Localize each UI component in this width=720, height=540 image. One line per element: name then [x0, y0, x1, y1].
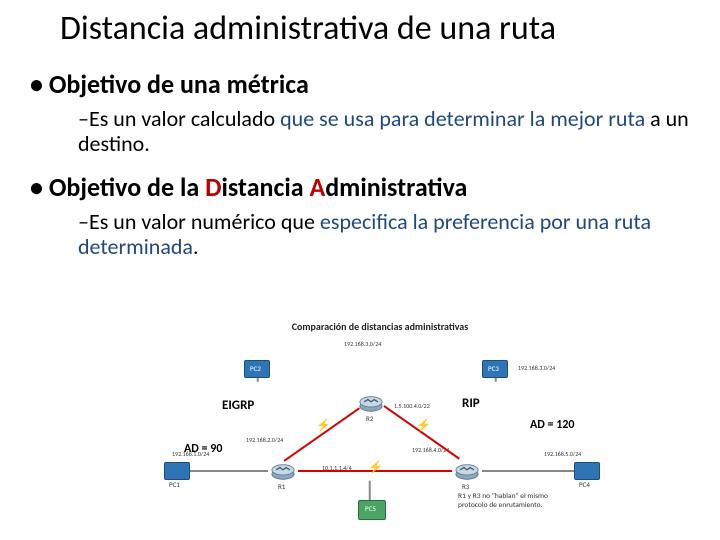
pc1-label: PC1: [169, 480, 180, 489]
r2-label: R2: [366, 414, 373, 423]
text: –Es un valor calculado: [78, 105, 280, 132]
bolt-icon: ⚡: [416, 420, 431, 432]
accent-letter-d: D: [205, 171, 221, 203]
accent-letter-a: A: [309, 171, 325, 203]
pc3-label: PC3: [488, 364, 499, 373]
text: istancia: [221, 171, 309, 203]
label-ad90: AD = 90: [184, 442, 222, 456]
page-title: Distancia administrativa de una ruta: [60, 8, 700, 49]
pc1: [164, 462, 190, 480]
footnote-line1: R1 y R3 no "hablan" el mismo: [458, 492, 548, 501]
r3-label: R3: [462, 482, 469, 491]
router-icon: [269, 457, 297, 481]
ip-top: 192.168.3.0/24: [344, 340, 381, 348]
bullet-metrica-desc: –Es un valor calculado que se usa para d…: [78, 106, 690, 157]
ip-r4-lan: 192.168.3.0/24: [518, 364, 555, 372]
bolt-icon: ⚡: [316, 420, 331, 432]
ip-right-lan: 192.168.5.0/24: [544, 450, 581, 458]
pc5-label: PC5: [365, 504, 376, 513]
pc2-label: PC2: [250, 364, 261, 373]
bullet-distadmin: Objetivo de la Distancia Administrativa: [30, 171, 690, 203]
router-r2: [356, 388, 386, 414]
diagram-title: Comparación de distancias administrativa…: [160, 320, 600, 333]
ip-left-seg: 192.168.2.0/24: [246, 436, 283, 444]
ip-r2-right: 1.5.100.4.0/22: [394, 402, 430, 410]
accent-text: que se usa para determinar la mejor ruta: [280, 105, 645, 132]
r1-label: R1: [278, 482, 285, 491]
pc4-label: PC4: [579, 480, 590, 489]
text: dministrativa: [325, 171, 467, 203]
label-rip: RIP: [462, 396, 480, 411]
link: [188, 470, 268, 472]
bullet-list: Objetivo de una métrica –Es un valor cal…: [30, 64, 690, 259]
router-icon: [357, 389, 385, 413]
router-r1: [268, 456, 298, 482]
text: Objetivo de la: [49, 171, 205, 203]
router-r3: [452, 456, 482, 482]
link-red: [283, 407, 359, 461]
bullet-distadmin-desc: –Es un valor numérico que especifica la …: [78, 209, 690, 260]
text: .: [193, 233, 199, 260]
pc4: [574, 462, 600, 480]
bolt-icon: ⚡: [368, 462, 383, 474]
bullet-metrica: Objetivo de una métrica: [30, 68, 690, 100]
label-eigrp: EIGRP: [222, 398, 254, 413]
link: [482, 470, 574, 472]
text: –Es un valor numérico que: [78, 208, 320, 235]
footnote: R1 y R3 no "hablan" el mismo protocolo d…: [458, 492, 548, 510]
router-icon: [453, 457, 481, 481]
network-diagram: Comparación de distancias administrativa…: [160, 320, 600, 530]
label-ad120: AD = 120: [530, 418, 574, 432]
footnote-line2: protocolo de enrutamiento.: [458, 501, 542, 510]
